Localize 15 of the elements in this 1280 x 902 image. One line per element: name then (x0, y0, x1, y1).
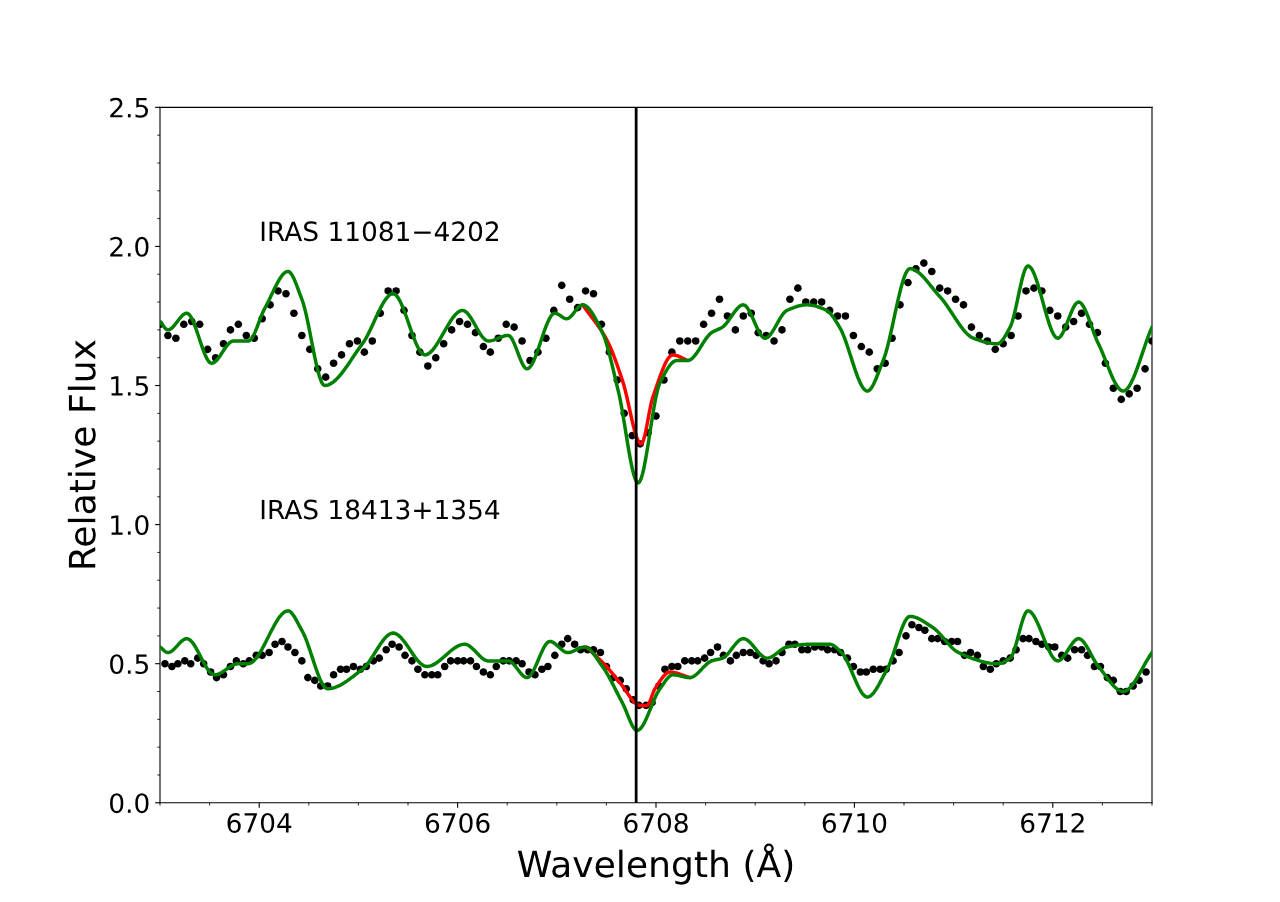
annotation: IRAS 11081−4202 (261, 221, 499, 242)
y-tick-label: 0.5 (110, 654, 148, 675)
y-tick-label: 1.5 (111, 376, 148, 396)
x-tick-label: 6712 (1021, 812, 1084, 833)
x-tick-label: 6710 (822, 812, 887, 833)
y-tick-label: 2.0 (110, 236, 149, 257)
annotation: IRAS 18413+1354 (261, 499, 500, 520)
y-tick-label: 2.5 (110, 97, 148, 118)
y-tick-label: 0.0 (110, 793, 149, 814)
x-tick-label: 6708 (624, 812, 688, 833)
x-tick-label: 6706 (425, 812, 490, 833)
x-tick-label: 6704 (227, 812, 292, 833)
y-axis-title: Relative Flux (67, 340, 96, 568)
x-axis-title: Wavelength (Å) (517, 843, 793, 885)
y-tick-label: 1.0 (111, 515, 149, 535)
